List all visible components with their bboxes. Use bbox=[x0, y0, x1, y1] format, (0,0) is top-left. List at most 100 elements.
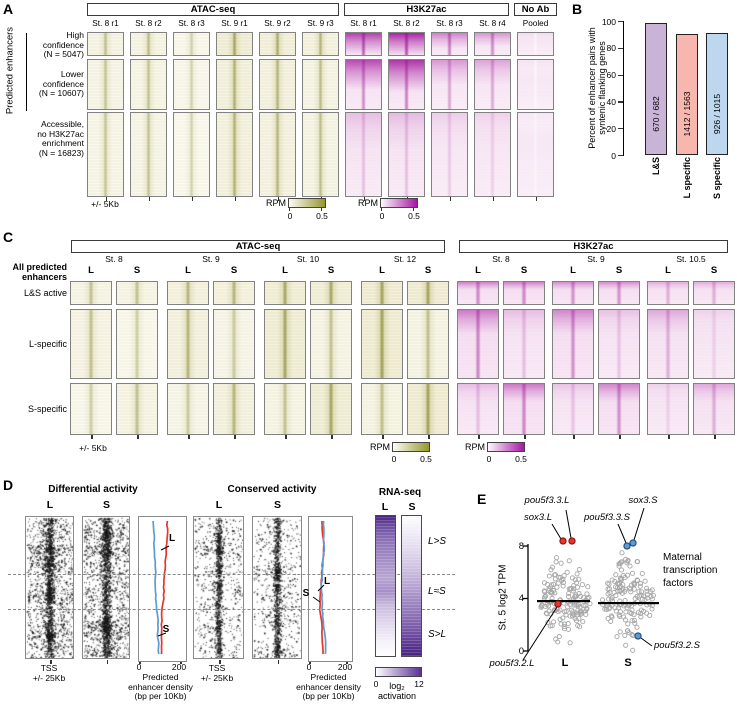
gene-point bbox=[617, 613, 623, 619]
gene-point bbox=[613, 572, 619, 578]
axis-tick bbox=[619, 435, 621, 439]
gene-point bbox=[631, 582, 637, 588]
all-predicted-enhancers-label-line: enhancers bbox=[21, 271, 67, 282]
highlighted-gene-point bbox=[634, 632, 642, 640]
rna-region-divider-bottom bbox=[8, 609, 455, 610]
cons-curve-label-s: S bbox=[302, 588, 310, 599]
b-y-tick-label: 40 bbox=[606, 96, 616, 107]
density-axis-label-line: Predicted bbox=[142, 672, 179, 682]
tss-window-label-line: TSS bbox=[40, 663, 58, 673]
gene-point bbox=[634, 593, 640, 599]
gene-callout-line bbox=[522, 606, 558, 661]
rpm-colorbar-atac-c-min: 0 bbox=[391, 454, 397, 464]
gene-point bbox=[637, 583, 643, 589]
gene-point bbox=[566, 558, 572, 564]
row-group-bracket bbox=[26, 33, 27, 111]
heatmap-tile bbox=[503, 281, 545, 305]
gene-point bbox=[612, 578, 618, 585]
gene-point bbox=[556, 634, 562, 640]
axis-tick bbox=[285, 435, 287, 439]
curve-callout-line bbox=[157, 632, 167, 637]
gene-point bbox=[569, 575, 575, 581]
row-label-line: (N = 16823) bbox=[38, 147, 84, 158]
heatmap-tile bbox=[264, 309, 306, 379]
gene-point bbox=[618, 567, 625, 573]
rpm-colorbar-atac-max: 0.5 bbox=[316, 211, 328, 221]
b-bar bbox=[645, 23, 667, 155]
s-column-label: S bbox=[230, 265, 238, 276]
e-y-tick-label: 8 bbox=[518, 541, 524, 552]
gene-point bbox=[573, 618, 580, 624]
heatmap-tile bbox=[310, 309, 352, 379]
gene-point bbox=[566, 594, 572, 600]
differential-activity-title: Differential activity bbox=[48, 484, 138, 495]
gene-point bbox=[553, 559, 559, 565]
gene-point bbox=[582, 602, 588, 609]
gene-point bbox=[617, 575, 624, 581]
gene-point bbox=[548, 567, 554, 573]
row-label-line: High bbox=[66, 30, 84, 40]
heatmap-tile bbox=[388, 32, 425, 56]
l-column-label: L bbox=[185, 265, 191, 276]
gene-point bbox=[558, 560, 564, 566]
gene-point bbox=[599, 597, 606, 603]
gene-point bbox=[644, 592, 650, 598]
l-column-label: L bbox=[475, 265, 481, 276]
axis-tick bbox=[428, 435, 430, 439]
rna-heat-column-s bbox=[401, 515, 422, 657]
heatmap-tile bbox=[474, 32, 511, 56]
log2-cb-label: log₂ bbox=[389, 681, 405, 691]
heatmap-tile bbox=[167, 383, 209, 435]
d-col-label: L bbox=[46, 499, 54, 511]
heatmap-column-label: St. 8 r2 bbox=[393, 19, 420, 28]
b-bar-count-label: 1412 / 1563 bbox=[682, 91, 692, 137]
gene-point bbox=[632, 620, 638, 626]
heatmap-tile bbox=[503, 383, 545, 435]
heatmap-column-label: St. 8 r4 bbox=[479, 19, 506, 28]
gene-point bbox=[541, 580, 548, 586]
l-column-label: L bbox=[88, 265, 94, 276]
rna-region-label: L≈S bbox=[428, 586, 446, 597]
heatmap-tile bbox=[116, 383, 158, 435]
axis-tick bbox=[309, 660, 311, 664]
gene-point bbox=[564, 569, 570, 575]
heatmap-tile bbox=[302, 32, 339, 56]
heatmap-tile bbox=[474, 112, 511, 197]
gene-point bbox=[631, 617, 637, 623]
heatmap-tile bbox=[457, 309, 499, 379]
gene-point bbox=[567, 601, 573, 608]
heatmap-tile bbox=[431, 112, 468, 197]
heatmap-tile bbox=[130, 112, 167, 197]
heatmap-column-label: St. 8 r3 bbox=[436, 19, 463, 28]
axis-tick bbox=[105, 197, 107, 201]
gene-point bbox=[558, 621, 564, 627]
heatmap-tile bbox=[407, 309, 449, 379]
b-bar bbox=[676, 33, 698, 155]
gene-point bbox=[546, 573, 552, 579]
s-column-label: S bbox=[327, 265, 335, 276]
curve-callout-line bbox=[317, 584, 325, 592]
rpm-colorbar-atac-c bbox=[392, 442, 430, 452]
predicted-enhancers-label: Predicted enhancers bbox=[4, 26, 16, 115]
gene-point bbox=[566, 586, 572, 592]
log2-cb-label-word: activation bbox=[377, 691, 417, 701]
rpm-colorbar-h3k-label: RPM bbox=[358, 198, 378, 208]
rpm-colorbar-h3k-min: 0 bbox=[379, 211, 385, 221]
heatmap-tile bbox=[457, 281, 499, 305]
s-column-label: S bbox=[520, 265, 528, 276]
c-row-label: L&S active bbox=[23, 288, 67, 298]
maternal-tf-note-line: Maternal bbox=[663, 552, 702, 563]
axis-tick bbox=[413, 208, 414, 211]
row-label-line: Accessible, bbox=[41, 119, 84, 129]
heatmap-column-label: St. 8 r2 bbox=[135, 19, 162, 28]
heatmap-tile bbox=[647, 281, 689, 305]
gene-point bbox=[549, 564, 556, 570]
axis-tick bbox=[234, 435, 236, 439]
axis-tick bbox=[668, 435, 670, 439]
gene-callout-line bbox=[617, 523, 627, 544]
heatmap-tile bbox=[552, 383, 594, 435]
panel-c-tag: C bbox=[3, 229, 14, 245]
panel-a-tag: A bbox=[3, 1, 14, 17]
b-bar-category-label: L&S bbox=[651, 157, 661, 175]
